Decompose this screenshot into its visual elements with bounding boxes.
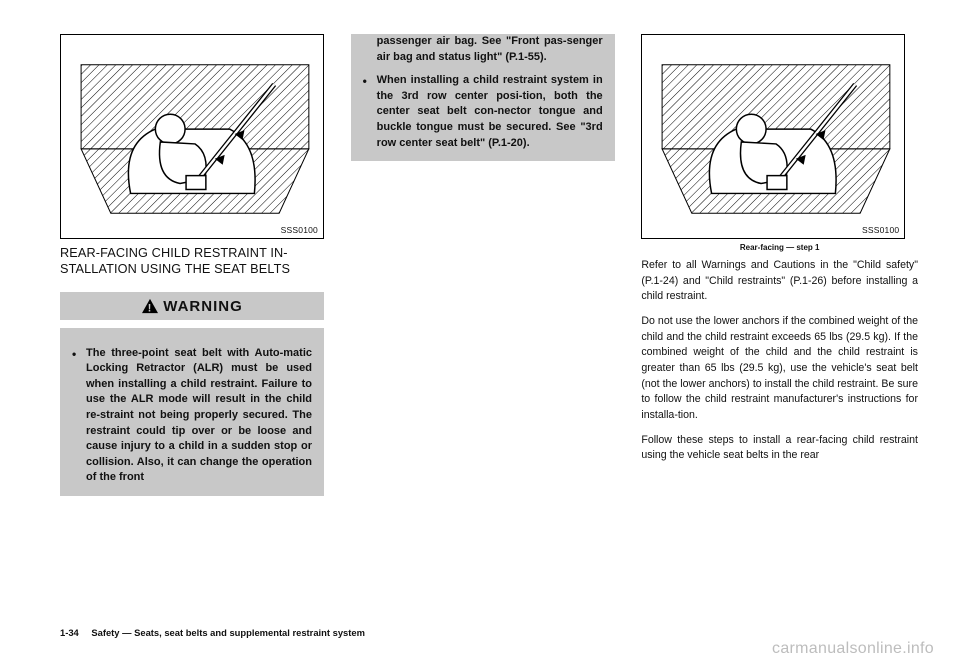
column-2: passenger air bag. See "Front pas-senger… [351, 34, 622, 496]
three-column-layout: SSS0100 REAR-FACING CHILD RESTRAINT IN-S… [60, 34, 918, 496]
warning-callout-col1: The three-point seat belt with Auto-mati… [60, 328, 324, 496]
watermark: carmanualsonline.info [772, 640, 934, 658]
callout-bullet: When installing a child restraint system… [361, 73, 603, 151]
manual-page: SSS0100 REAR-FACING CHILD RESTRAINT IN-S… [0, 0, 960, 664]
callout-continuation: passenger air bag. See "Front pas-senger… [361, 34, 603, 65]
figure-id-label: SSS0100 [281, 225, 318, 235]
page-number: 1-34 [60, 627, 79, 638]
warning-bar: ! WARNING [60, 292, 324, 320]
warning-label: WARNING [163, 298, 243, 315]
column-1: SSS0100 REAR-FACING CHILD RESTRAINT IN-S… [60, 34, 331, 496]
child-seat-illustration-icon [61, 35, 323, 238]
page-footer: 1-34 Safety — Seats, seat belts and supp… [60, 627, 365, 638]
body-paragraph: Refer to all Warnings and Cautions in th… [641, 258, 918, 305]
body-paragraph: Follow these steps to install a rear-fac… [641, 433, 918, 464]
warning-callout-col2: passenger air bag. See "Front pas-senger… [351, 34, 615, 161]
body-paragraph: Do not use the lower anchors if the comb… [641, 314, 918, 424]
column-3: SSS0100 Rear-facing — step 1 Refer to al… [641, 34, 918, 496]
figure-child-restraint-left: SSS0100 [60, 34, 324, 239]
child-seat-illustration-icon [642, 35, 904, 238]
callout-bullet: The three-point seat belt with Auto-mati… [70, 346, 312, 486]
section-heading: REAR-FACING CHILD RESTRAINT IN-STALLATIO… [60, 245, 331, 278]
warning-triangle-icon: ! [141, 298, 159, 314]
section-running-title: Safety — Seats, seat belts and supplemen… [91, 627, 365, 638]
figure-id-label: SSS0100 [862, 225, 899, 235]
figure-caption: Rear-facing — step 1 [641, 243, 918, 252]
figure-child-restraint-right: SSS0100 [641, 34, 905, 239]
svg-text:!: ! [148, 302, 152, 314]
